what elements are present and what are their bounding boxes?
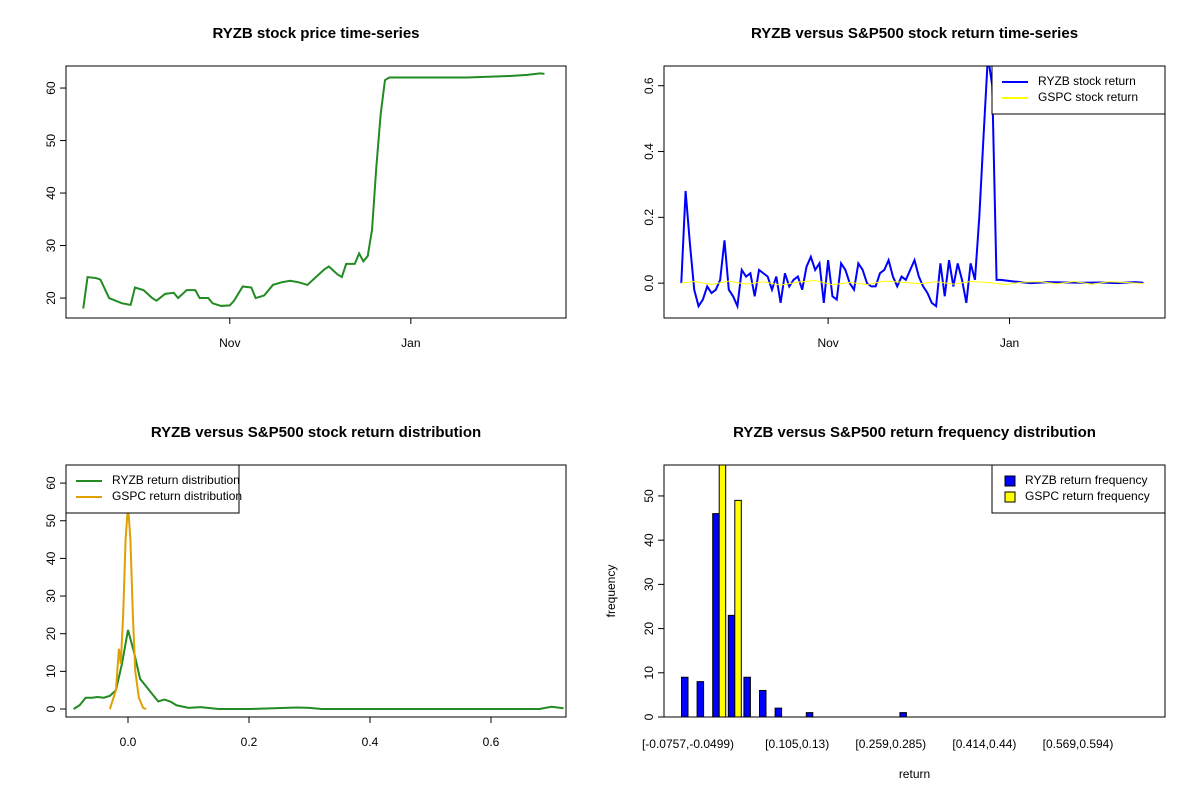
legend-label: RYZB return distribution: [112, 473, 240, 487]
panel: RYZB versus S&P500 return frequency dist…: [604, 424, 1166, 781]
y-tick-label: 50: [44, 134, 58, 148]
y-tick-label: 0.4: [642, 143, 656, 160]
legend: RYZB return distribution GSPC return dist…: [65, 464, 242, 514]
chart-title: RYZB versus S&P500 stock return time-ser…: [751, 25, 1078, 42]
legend-box: [991, 464, 1166, 514]
bar: [774, 707, 783, 717]
plot-area: [82, 72, 545, 309]
x-axis-label: return: [899, 767, 930, 781]
bar: [899, 712, 907, 717]
x-tick-label: [-0.0757,-0.0499): [642, 737, 734, 751]
plot-frame: [65, 65, 567, 319]
y-tick-label: 0.6: [642, 77, 656, 94]
x-tick-label: 0.2: [241, 735, 258, 749]
y-tick-label: 30: [44, 589, 58, 603]
x-tick-label: Jan: [1000, 336, 1019, 350]
bar: [718, 465, 727, 717]
bar: [805, 712, 814, 717]
x-tick-label: 0.6: [483, 735, 500, 749]
plot-area: [681, 465, 1147, 717]
y-tick-label: 30: [642, 577, 656, 591]
panel: RYZB stock price time-series 20 30 40 50 60 No…: [44, 25, 567, 350]
chart-title: RYZB versus S&P500 stock return distribu…: [151, 424, 481, 441]
y-tick-label: 0.2: [642, 209, 656, 226]
y-tick-label: 10: [642, 666, 656, 680]
legend-swatch: [1004, 491, 1016, 503]
y-tick-label: 40: [642, 533, 656, 547]
legend-box: [991, 65, 1166, 115]
panel: RYZB versus S&P500 stock return distribu…: [44, 424, 567, 749]
bar: [712, 513, 720, 717]
x-tick-label: [0.105,0.13): [765, 737, 829, 751]
chart-title: RYZB versus S&P500 return frequency dist…: [733, 424, 1096, 441]
legend-label: GSPC return distribution: [112, 489, 242, 503]
y-tick-label: 50: [642, 489, 656, 503]
x-tick-label: [0.414,0.44): [952, 737, 1016, 751]
y-tick-label: 40: [44, 551, 58, 565]
y-tick-label: 0.0: [642, 274, 656, 291]
series-line: [681, 279, 1144, 286]
y-tick-label: 20: [642, 622, 656, 636]
plot-area: [680, 66, 1144, 310]
x-tick-label: 0.4: [362, 735, 379, 749]
plot-frame: [65, 464, 567, 718]
legend-label: GSPC stock return: [1038, 90, 1138, 104]
legend-box: [65, 464, 240, 514]
plot-frame: [663, 464, 1166, 718]
x-tick-label: [0.569,0.594): [1043, 737, 1114, 751]
series-line: [82, 72, 545, 309]
bar: [696, 681, 705, 717]
y-axis-label: frequency: [604, 565, 618, 618]
y-tick-label: 30: [44, 239, 58, 253]
y-tick-label: 20: [44, 627, 58, 641]
bar: [727, 614, 736, 717]
legend: RYZB return frequency GSPC return frequen…: [991, 464, 1166, 514]
legend-label: RYZB return frequency: [1025, 473, 1148, 487]
bar: [759, 689, 767, 717]
legend: RYZB stock return GSPC stock return: [991, 65, 1166, 115]
panel: RYZB versus S&P500 stock return time-ser…: [642, 25, 1166, 350]
plot-area: [73, 505, 564, 711]
y-tick-label: 60: [44, 81, 58, 95]
bar: [743, 676, 751, 717]
bar: [734, 499, 742, 717]
x-tick-label: 0.0: [120, 735, 137, 749]
y-tick-label: 50: [44, 514, 58, 528]
y-tick-label: 10: [44, 664, 58, 678]
legend-swatch: [1004, 475, 1016, 487]
bar: [681, 676, 689, 717]
chart-title: RYZB stock price time-series: [212, 25, 419, 42]
series-line: [73, 629, 564, 711]
legend-label: GSPC return frequency: [1025, 489, 1150, 503]
series-line: [680, 66, 1144, 310]
x-tick-label: Nov: [219, 336, 240, 350]
legend-label: RYZB stock return: [1038, 74, 1136, 88]
x-tick-label: [0.259,0.285): [855, 737, 926, 751]
y-tick-label: 0: [642, 713, 656, 720]
plot-frame: [663, 65, 1166, 319]
y-tick-label: 60: [44, 476, 58, 490]
y-tick-label: 0: [44, 705, 58, 712]
y-tick-label: 20: [44, 291, 58, 305]
x-tick-label: Nov: [817, 336, 838, 350]
y-tick-label: 40: [44, 186, 58, 200]
x-tick-label: Jan: [401, 336, 420, 350]
